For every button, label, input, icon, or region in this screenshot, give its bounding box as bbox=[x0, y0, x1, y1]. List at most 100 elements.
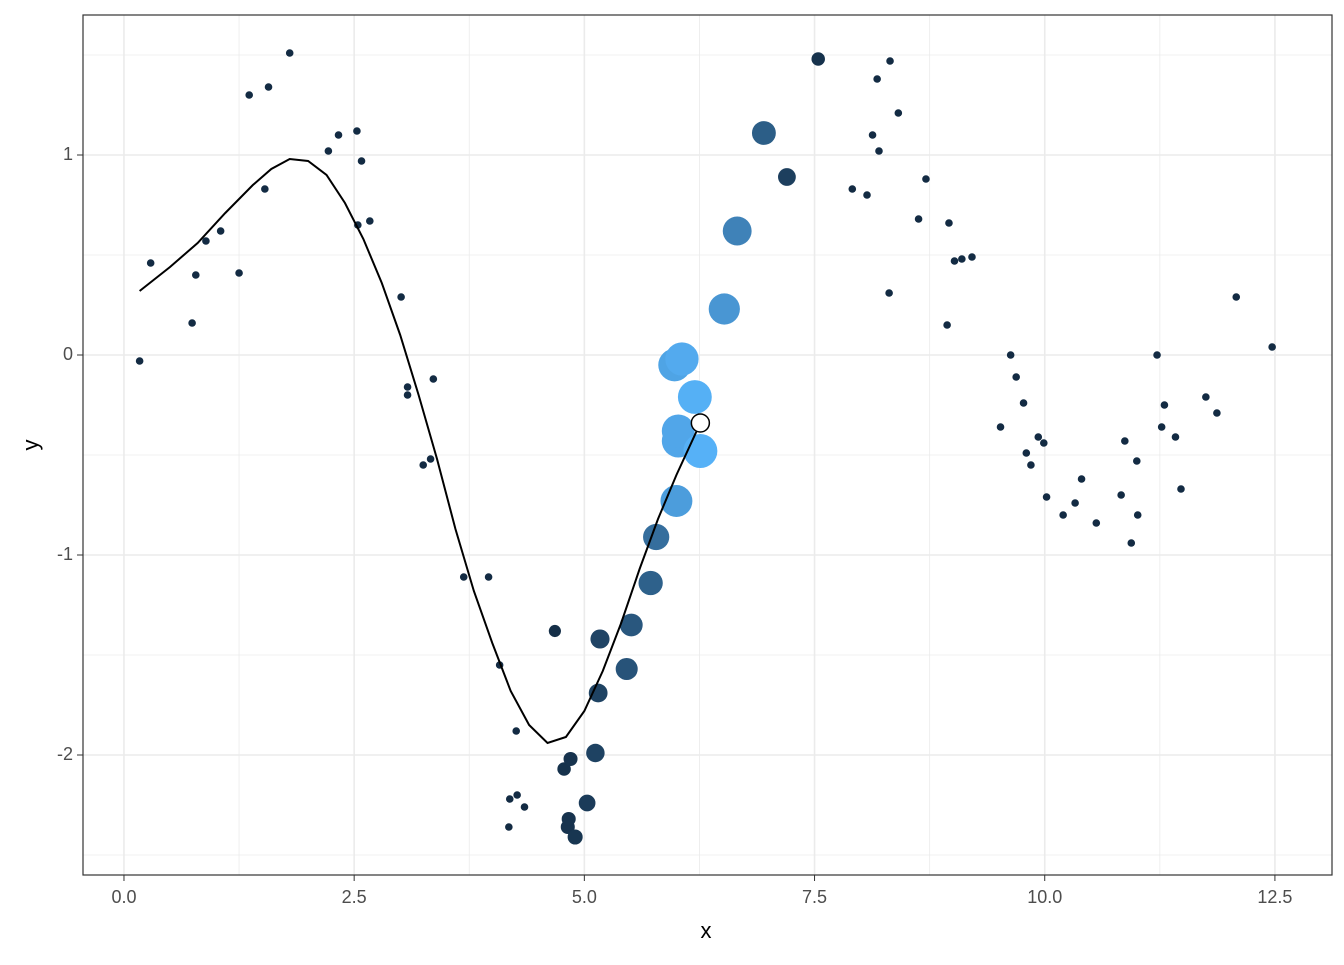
data-point bbox=[1022, 449, 1031, 457]
data-point bbox=[1153, 351, 1161, 359]
data-point bbox=[557, 762, 571, 776]
data-point bbox=[615, 657, 638, 681]
data-point bbox=[722, 216, 752, 246]
data-point bbox=[188, 319, 196, 327]
data-point bbox=[619, 613, 643, 637]
data-point bbox=[873, 75, 881, 83]
x-tick-label: 5.0 bbox=[572, 887, 597, 907]
data-point bbox=[968, 253, 976, 261]
data-point bbox=[512, 727, 521, 735]
fit-line bbox=[139, 157, 702, 745]
data-point bbox=[1127, 539, 1136, 547]
data-point bbox=[1268, 343, 1276, 351]
data-point bbox=[191, 271, 200, 279]
data-point bbox=[638, 570, 663, 596]
data-point bbox=[578, 794, 596, 812]
data-point bbox=[235, 269, 243, 277]
data-point bbox=[202, 237, 210, 245]
data-point bbox=[886, 57, 894, 65]
data-point bbox=[1027, 461, 1035, 469]
x-axis-label: x bbox=[701, 918, 712, 943]
data-point bbox=[548, 624, 561, 638]
data-point bbox=[505, 795, 514, 803]
data-point bbox=[868, 131, 877, 139]
data-point bbox=[419, 461, 428, 469]
data-point bbox=[875, 147, 883, 155]
data-point bbox=[848, 185, 857, 193]
data-point bbox=[811, 52, 825, 66]
data-point bbox=[751, 121, 776, 145]
data-point bbox=[1121, 437, 1129, 445]
y-tick-label: -1 bbox=[57, 544, 73, 564]
data-point bbox=[1042, 493, 1051, 501]
data-point bbox=[1177, 485, 1185, 493]
focus-point bbox=[690, 413, 711, 433]
data-point bbox=[996, 423, 1005, 431]
data-point bbox=[590, 629, 610, 649]
y-tick-label: -2 bbox=[57, 744, 73, 764]
data-point bbox=[561, 811, 576, 827]
data-point bbox=[1077, 475, 1086, 483]
data-point bbox=[1202, 393, 1210, 401]
data-point bbox=[513, 791, 521, 799]
data-point bbox=[1071, 499, 1079, 507]
x-tick-label: 10.0 bbox=[1027, 887, 1062, 907]
data-point bbox=[588, 683, 608, 703]
data-point bbox=[245, 91, 253, 99]
data-point bbox=[922, 175, 930, 183]
data-point bbox=[429, 375, 438, 383]
data-point bbox=[1171, 433, 1180, 441]
data-point bbox=[397, 293, 405, 301]
data-point bbox=[1160, 401, 1169, 409]
data-point bbox=[403, 383, 412, 391]
data-point bbox=[1157, 423, 1166, 431]
x-tick-label: 0.0 bbox=[111, 887, 136, 907]
data-point bbox=[1117, 491, 1125, 499]
data-point bbox=[943, 321, 951, 329]
data-point bbox=[1059, 511, 1067, 519]
data-point bbox=[520, 803, 529, 811]
data-point bbox=[894, 109, 903, 117]
x-tick-label: 7.5 bbox=[802, 887, 827, 907]
data-point bbox=[1012, 373, 1020, 381]
data-point bbox=[135, 357, 144, 365]
data-point bbox=[1133, 457, 1141, 465]
y-tick-label: 0 bbox=[63, 344, 73, 364]
data-point bbox=[950, 257, 959, 265]
x-tick-label: 2.5 bbox=[342, 887, 367, 907]
data-point bbox=[1213, 409, 1221, 417]
data-point bbox=[914, 215, 923, 223]
data-point bbox=[403, 391, 412, 399]
y-axis-label: y bbox=[18, 440, 43, 451]
data-point bbox=[708, 293, 740, 325]
data-point bbox=[1006, 351, 1015, 359]
data-point bbox=[863, 191, 871, 199]
data-point bbox=[1019, 399, 1028, 407]
data-point bbox=[1092, 519, 1101, 527]
data-point bbox=[146, 259, 155, 267]
x-tick-label: 12.5 bbox=[1257, 887, 1292, 907]
data-point bbox=[264, 83, 273, 91]
plot-border bbox=[82, 14, 1333, 876]
data-point bbox=[563, 751, 578, 767]
data-point bbox=[958, 255, 966, 263]
data-point bbox=[1133, 511, 1142, 519]
data-point bbox=[261, 185, 269, 193]
data-point bbox=[677, 380, 712, 414]
data-point bbox=[366, 217, 374, 225]
data-point bbox=[586, 743, 605, 763]
data-point bbox=[216, 227, 225, 235]
data-point bbox=[1040, 439, 1048, 447]
data-point bbox=[334, 131, 343, 139]
data-point bbox=[459, 573, 468, 581]
data-point bbox=[885, 289, 893, 297]
data-point bbox=[665, 342, 699, 376]
y-tick-label: 1 bbox=[63, 144, 73, 164]
data-point bbox=[426, 455, 435, 463]
data-point bbox=[661, 414, 695, 448]
data-point bbox=[357, 157, 366, 165]
data-point bbox=[945, 219, 953, 227]
data-point bbox=[1232, 293, 1241, 301]
data-point bbox=[353, 127, 361, 135]
